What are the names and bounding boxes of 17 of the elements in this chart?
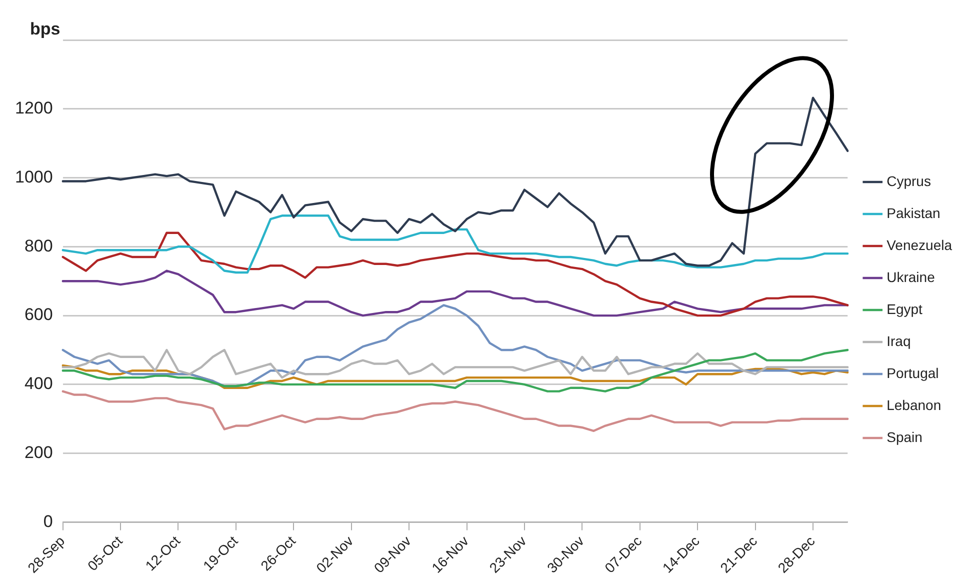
y-tick-label: 400 (24, 374, 53, 394)
y-tick-label: 1200 (14, 98, 53, 118)
y-tick-label: 1000 (14, 167, 53, 186)
legend-label: Cyprus (886, 172, 931, 189)
legend-label: Egypt (886, 300, 923, 317)
y-tick-label: 0 (43, 512, 53, 531)
legend-label: Pakistan (886, 204, 940, 221)
legend-label: Spain (886, 428, 922, 445)
y-axis-title: bps (30, 20, 60, 39)
legend-label: Portugal (886, 364, 939, 381)
legend-label: Venezuela (886, 236, 952, 253)
y-tick-label: 200 (24, 443, 53, 462)
legend-label: Iraq (886, 332, 911, 349)
legend-label: Lebanon (886, 396, 942, 413)
legend-label: Ukraine (886, 268, 936, 285)
y-tick-label: 800 (24, 236, 53, 256)
y-tick-label: 600 (24, 305, 53, 324)
